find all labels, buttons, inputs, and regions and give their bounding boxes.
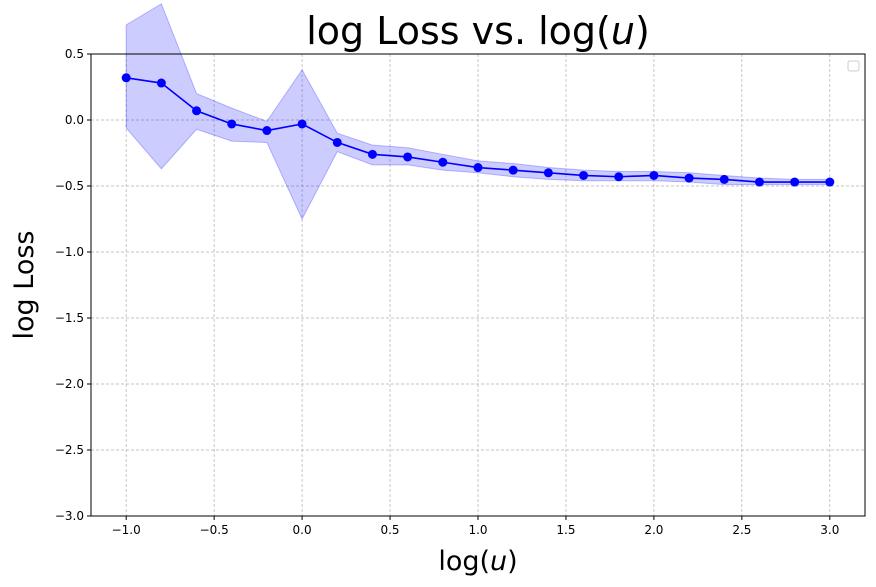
y-axis-label: log Loss	[9, 231, 40, 340]
legend-box	[847, 60, 860, 72]
y-tick-label: −0.5	[55, 179, 84, 193]
x-tick-label: 1.5	[556, 523, 575, 537]
y-tick-label: 0.5	[65, 47, 84, 61]
y-tick-label: 0.0	[65, 113, 84, 127]
data-point	[121, 73, 131, 83]
data-point	[403, 152, 413, 162]
data-point	[579, 170, 589, 180]
data-point	[297, 119, 307, 129]
data-point	[438, 157, 448, 167]
x-axis-label: log(u)	[438, 546, 517, 577]
data-point	[367, 149, 377, 159]
data-point	[192, 106, 202, 116]
y-tick-label: −3.0	[55, 509, 84, 523]
data-point	[508, 165, 518, 175]
x-tick-label: 3.0	[820, 523, 839, 537]
x-tick-label: −0.5	[200, 523, 229, 537]
x-tick-label: 0.0	[293, 523, 312, 537]
data-point	[262, 126, 272, 136]
data-point	[156, 78, 166, 88]
chart-title: log Loss vs. log(u)	[306, 9, 650, 53]
data-point	[719, 174, 729, 184]
plot-area	[121, 3, 835, 221]
x-tick-label: 2.0	[644, 523, 663, 537]
y-tick-label: −1.5	[55, 311, 84, 325]
data-point	[825, 177, 835, 187]
data-point	[790, 177, 800, 187]
x-tick-label: −1.0	[112, 523, 141, 537]
x-tick-label: 1.0	[468, 523, 487, 537]
data-point	[754, 177, 764, 187]
data-point	[332, 137, 342, 147]
data-point	[684, 173, 694, 183]
data-point	[649, 170, 659, 180]
data-point	[614, 172, 624, 182]
y-tick-label: −1.0	[55, 245, 84, 259]
y-tick-label: −2.5	[55, 443, 84, 457]
data-point	[227, 119, 237, 129]
data-point	[473, 163, 483, 173]
x-tick-label: 2.5	[732, 523, 751, 537]
data-point	[543, 168, 553, 178]
x-tick-label: 0.5	[380, 523, 399, 537]
axis-ticks: −1.0 −0.5 0.0 0.5 1.0 1.5 2.0 2.5 3.0 −3.0 −2.5 −2.…	[55, 47, 840, 537]
y-tick-label: −2.0	[55, 377, 84, 391]
